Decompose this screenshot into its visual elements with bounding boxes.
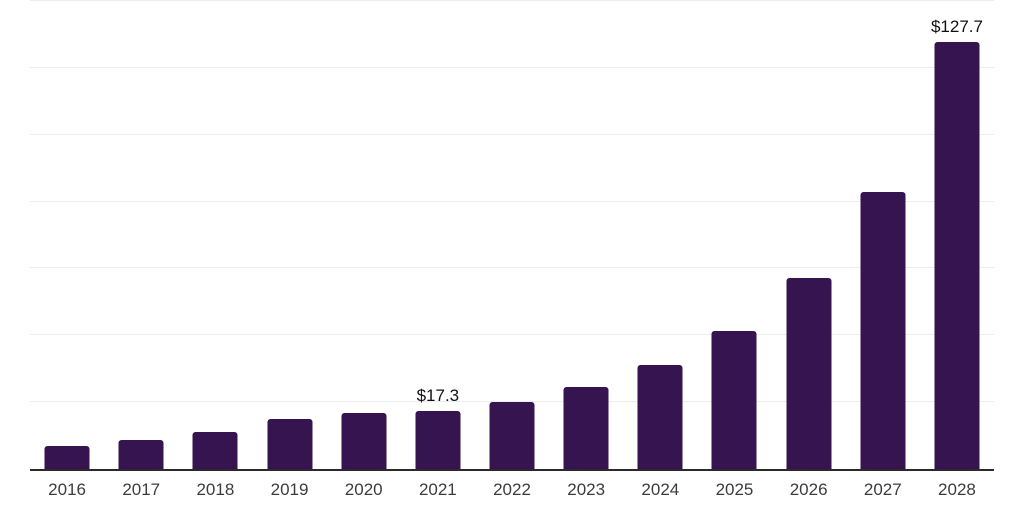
x-axis-label-2026: 2026 bbox=[789, 480, 828, 499]
bar-slot-2017 bbox=[104, 1, 178, 469]
bar-2020 bbox=[341, 412, 387, 469]
bar-2024 bbox=[637, 365, 683, 469]
bar-2025 bbox=[711, 330, 757, 469]
bar-2017 bbox=[118, 440, 164, 469]
bar-slot-2020 bbox=[327, 1, 401, 469]
bar-2026 bbox=[786, 278, 832, 469]
bars-container: $17.3 $127.7 bbox=[30, 1, 994, 469]
x-axis-label-2021: 2021 bbox=[418, 480, 457, 499]
gridline-140 bbox=[30, 0, 994, 1]
gridline-100 bbox=[30, 133, 994, 135]
bar-slot-2019 bbox=[252, 1, 326, 469]
bar-slot-2022 bbox=[475, 1, 549, 469]
x-axis-label-2016: 2016 bbox=[48, 480, 86, 499]
gridline-80 bbox=[30, 200, 994, 202]
gridline-120 bbox=[30, 66, 994, 68]
bar-slot-2028: $127.7 bbox=[920, 1, 994, 469]
x-axis-label-2019: 2019 bbox=[270, 480, 309, 499]
bar-slot-2026 bbox=[772, 1, 846, 469]
bar-2023 bbox=[563, 387, 609, 469]
gridline-60 bbox=[30, 267, 994, 269]
bar-2028 bbox=[934, 42, 980, 469]
x-axis-label-2017: 2017 bbox=[122, 480, 161, 499]
x-axis-label-2020: 2020 bbox=[344, 480, 383, 499]
bar-slot-2023 bbox=[549, 1, 623, 469]
bar-slot-2024 bbox=[623, 1, 697, 469]
bar-2019 bbox=[267, 418, 313, 469]
value-label-2021: $17.3 bbox=[416, 386, 460, 406]
x-axis-label-2028: 2028 bbox=[938, 480, 976, 499]
bar-2016 bbox=[44, 445, 90, 469]
gridline-40 bbox=[30, 334, 994, 336]
x-axis-label-2023: 2023 bbox=[567, 480, 606, 499]
bar-slot-2027 bbox=[846, 1, 920, 469]
x-axis-label-2022: 2022 bbox=[493, 480, 531, 499]
bar-slot-2021: $17.3 bbox=[401, 1, 475, 469]
x-axis-label-2024: 2024 bbox=[641, 480, 680, 499]
x-axis-label-2018: 2018 bbox=[196, 480, 235, 499]
bar-2027 bbox=[860, 191, 906, 469]
value-label-2028: $127.7 bbox=[930, 17, 983, 37]
gridline-20 bbox=[30, 401, 994, 403]
x-axis-label-2027: 2027 bbox=[863, 480, 902, 499]
bar-slot-2018 bbox=[178, 1, 252, 469]
bar-slot-2016 bbox=[30, 1, 104, 469]
plot-area: $17.3 $127.7 bbox=[30, 0, 994, 471]
x-axis-labels: 2016 2017 2018 2019 2020 2021 2022 2023 2024 2025… bbox=[30, 471, 994, 512]
bar-2022 bbox=[489, 402, 535, 469]
bar-2018 bbox=[192, 431, 238, 469]
x-axis-label-2025: 2025 bbox=[715, 480, 754, 499]
bar-slot-2025 bbox=[697, 1, 771, 469]
bar-2021 bbox=[415, 411, 461, 469]
